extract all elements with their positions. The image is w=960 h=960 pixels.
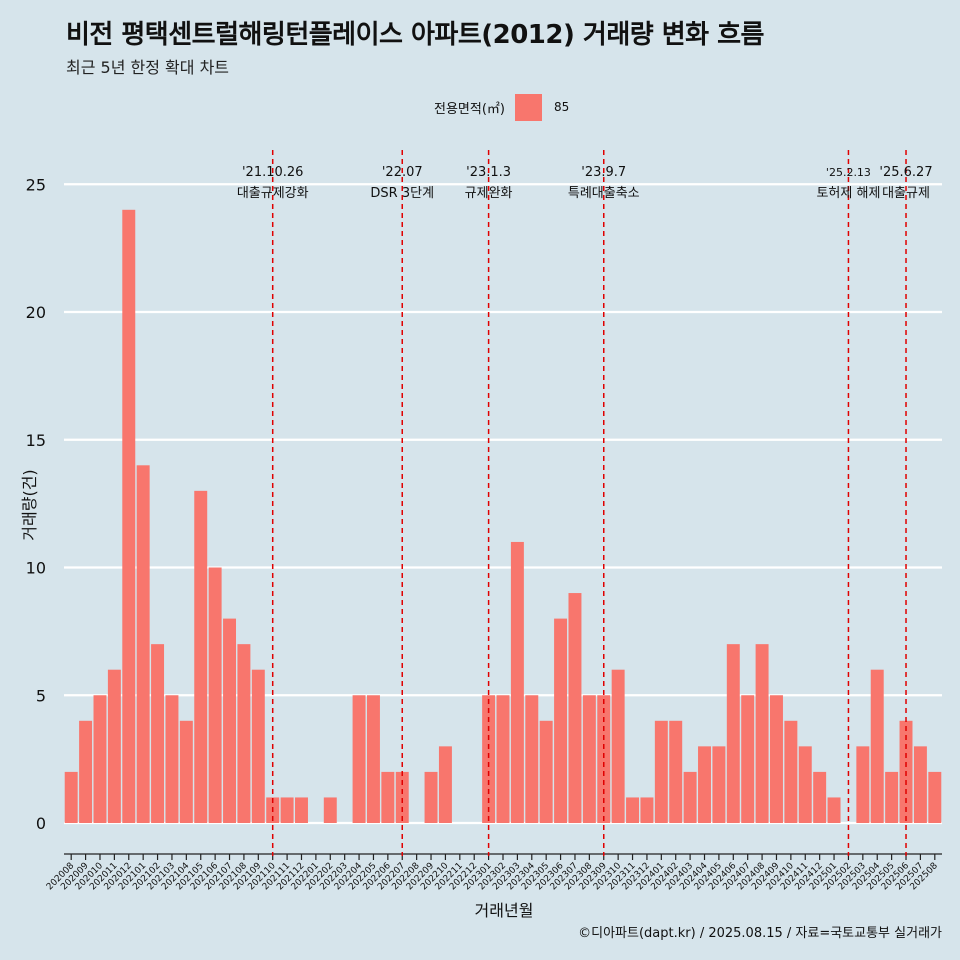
y-tick-label: 10 [26,559,46,578]
bar [93,695,107,823]
event-date-label: '23.1.3 [466,165,511,180]
bar [366,695,380,823]
bar [712,746,726,823]
bar [136,465,150,823]
bar [395,771,409,823]
bar [223,618,237,823]
legend-title: 전용면적(㎡) [434,101,505,117]
bar [755,644,769,823]
bar [165,695,179,823]
bar [870,669,884,823]
bar [683,771,697,823]
bar [237,644,251,823]
bar [913,746,927,823]
event-label: 대출규제 [882,186,930,201]
bar [64,771,78,823]
bar [928,771,942,823]
event-date-label: '21.10.26 [242,165,303,180]
bar [611,669,625,823]
bar [438,746,452,823]
y-tick-label: 0 [36,814,46,833]
bar [856,746,870,823]
bar [640,797,654,823]
source-caption: ©디아파트(dapt.kr) / 2025.08.15 / 자료=국토교통부 실… [578,926,942,941]
event-label: 규제완화 [465,186,513,201]
y-tick-label: 20 [26,303,46,322]
event-date-label: '23.9.7 [581,165,626,180]
bar [654,720,668,823]
bar [784,720,798,823]
y-axis-label: 거래량(건) [20,469,39,541]
bar [885,771,899,823]
bar [626,797,640,823]
bar [194,490,208,823]
bar [726,644,740,823]
legend-swatch [514,93,542,121]
bar [179,720,193,823]
bar [798,746,812,823]
bar [424,771,438,823]
event-date-label: '22.07 [382,165,423,180]
bar [568,593,582,823]
y-tick-label: 5 [36,686,46,705]
bar [482,695,496,823]
bar [79,720,93,823]
bar [741,695,755,823]
bar [381,771,395,823]
bar [151,644,165,823]
event-date-label: '25.6.27 [879,165,932,180]
x-axis-label: 거래년월 [474,901,534,920]
chart-subtitle: 최근 5년 한정 확대 차트 [66,58,230,77]
bar [539,720,553,823]
bar [352,695,366,823]
bar [582,695,596,823]
event-label: 토허제 해제 [816,186,880,201]
bar [280,797,294,823]
bar [525,695,539,823]
bar [107,669,121,823]
bar [122,209,136,824]
chart-title: 비전 평택센트럴해링턴플레이스 아파트(2012) 거래량 변화 흐름 [66,20,764,50]
bar [208,567,222,823]
bar [510,541,524,823]
event-label: 대출규제강화 [237,186,309,201]
bar [295,797,308,823]
legend-entry: 85 [553,100,570,114]
y-tick-label: 25 [26,175,46,194]
event-label: 특례대출축소 [568,186,640,201]
event-label: DSR 3단계 [370,186,434,201]
legend: 전용면적(㎡) 85 [434,93,569,121]
bar [597,695,611,823]
bar [769,695,783,823]
y-tick-label: 15 [26,431,46,450]
event-date-label: '25.2.13 [826,166,871,179]
bar [698,746,711,823]
bar [813,771,827,823]
bar [251,669,265,823]
bar [827,797,841,823]
bar [496,695,510,823]
bar [669,720,683,823]
bar [554,618,568,823]
bar [323,797,337,823]
